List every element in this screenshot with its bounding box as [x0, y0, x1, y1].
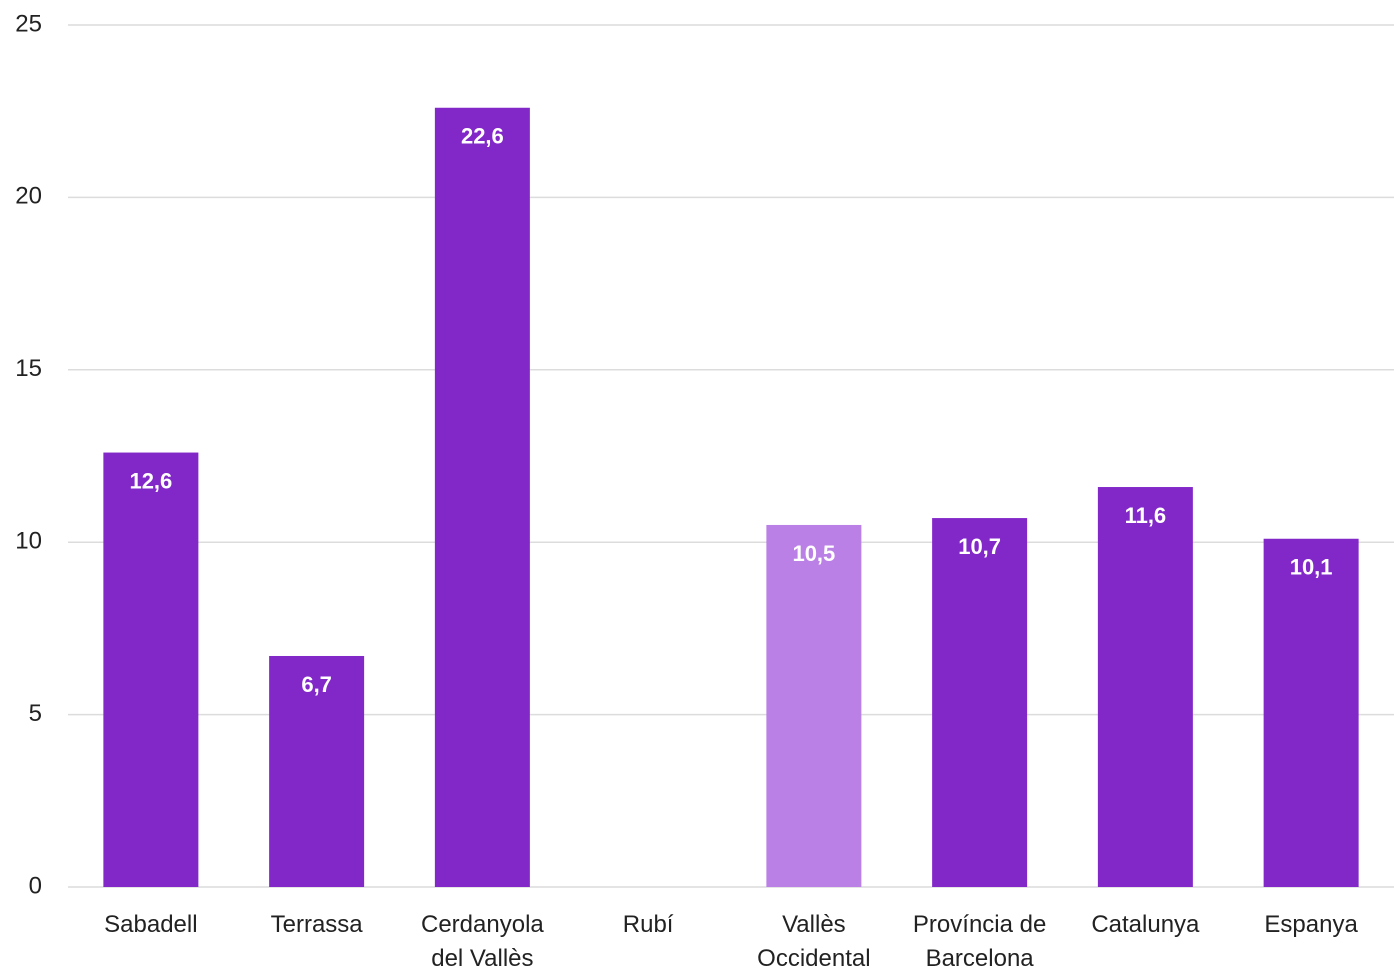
bar — [1263, 538, 1359, 887]
y-tick-label: 10 — [15, 528, 42, 555]
x-tick-label: Vallès Occidental — [757, 911, 870, 972]
value-label: 10,5 — [792, 541, 835, 566]
bar — [1097, 487, 1193, 887]
value-label: 6,7 — [301, 672, 332, 697]
x-tick-label: Catalunya — [1091, 911, 1200, 938]
bar — [766, 524, 862, 887]
x-tick-label: Província de Barcelona — [913, 911, 1046, 972]
x-tick-label: Sabadell — [104, 911, 197, 938]
bar — [269, 655, 365, 887]
x-tick-label: Cerdanyola del Vallès — [421, 911, 544, 972]
value-label: 22,6 — [461, 124, 504, 149]
bar — [434, 107, 530, 887]
value-label: 10,7 — [958, 534, 1001, 559]
x-tick-label: Rubí — [623, 911, 674, 938]
y-tick-label: 0 — [29, 872, 42, 899]
x-tick-label: Terrassa — [271, 911, 364, 938]
y-tick-label: 20 — [15, 183, 42, 210]
value-label: 10,1 — [1290, 555, 1333, 580]
value-label: 11,6 — [1125, 503, 1167, 528]
y-tick-label: 25 — [15, 10, 42, 37]
value-label: 12,6 — [129, 468, 172, 493]
y-tick-label: 5 — [29, 700, 42, 727]
bar — [932, 518, 1028, 887]
bar — [103, 452, 199, 887]
x-tick-label: Espanya — [1264, 911, 1358, 938]
y-tick-label: 15 — [15, 355, 42, 382]
